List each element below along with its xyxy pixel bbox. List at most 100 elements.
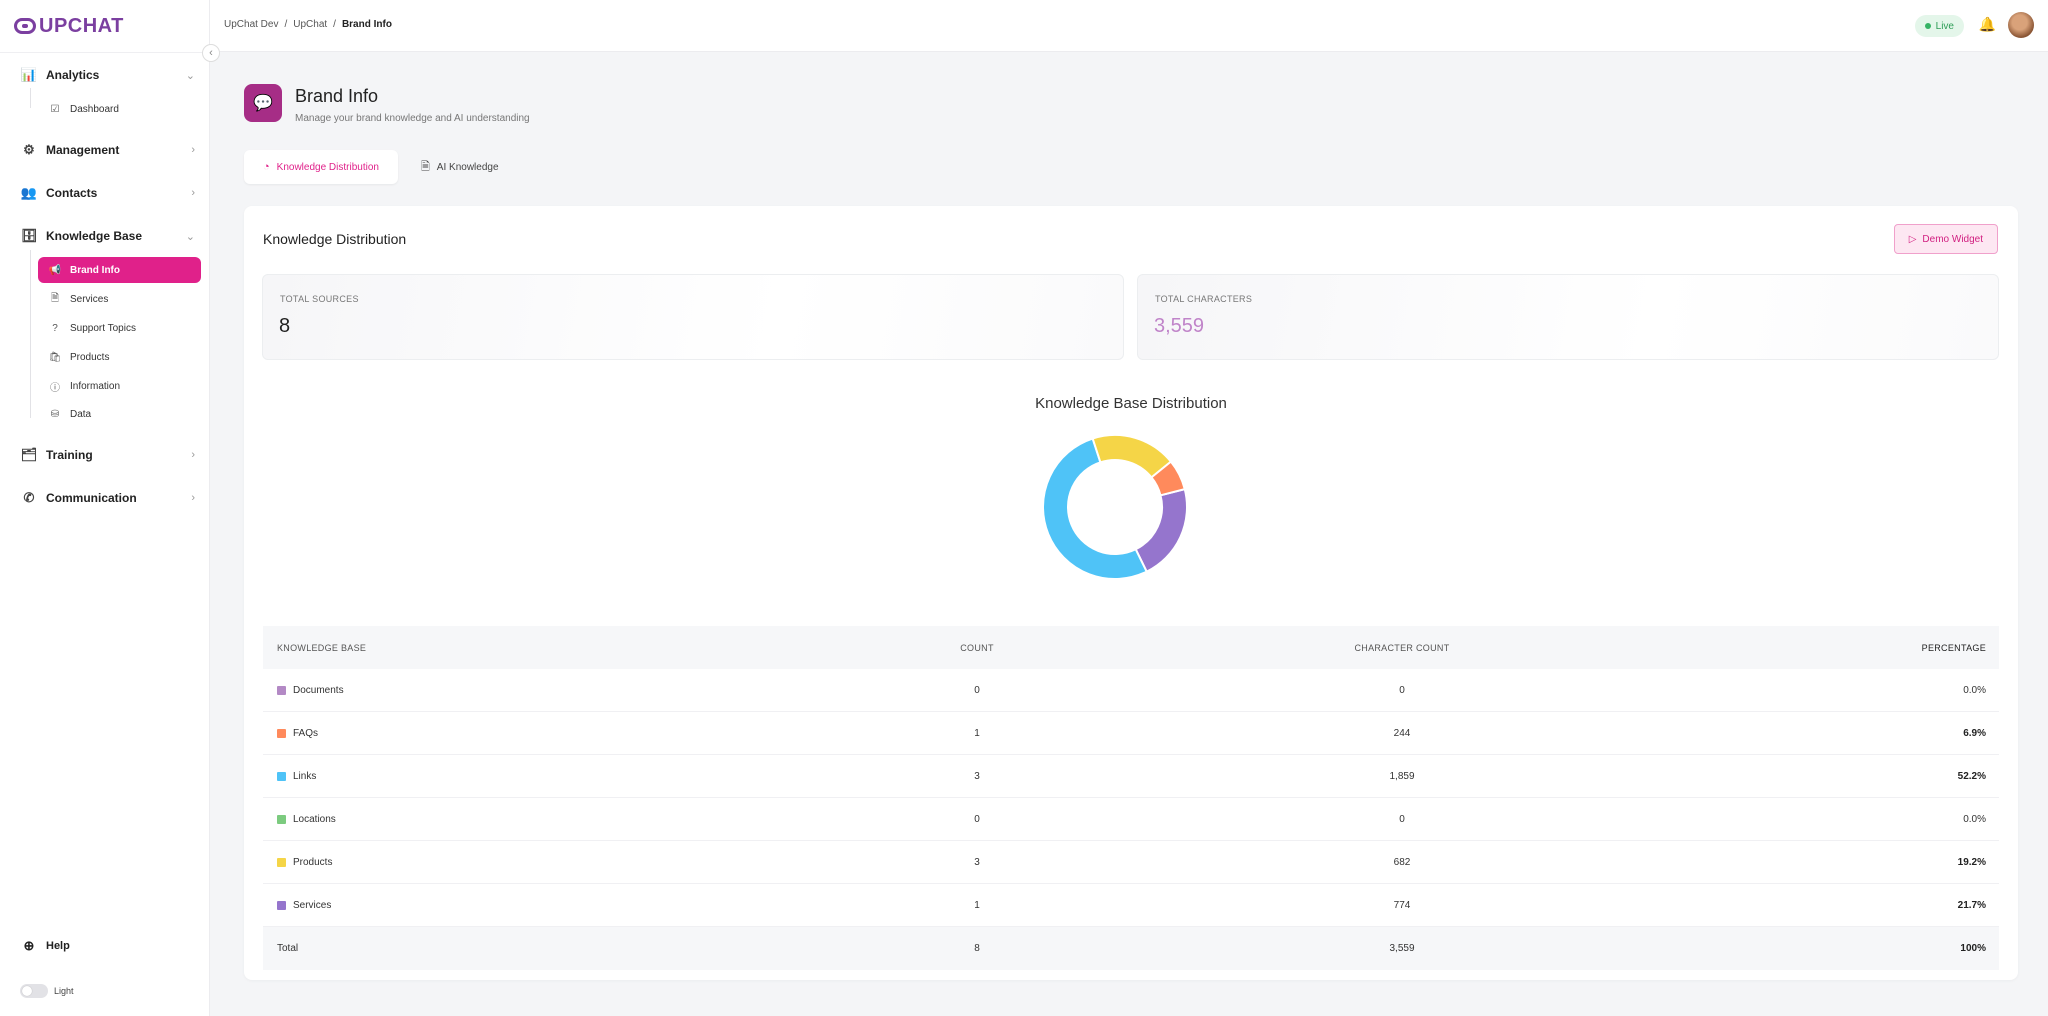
collapse-sidebar-button[interactable]: ‹ — [202, 44, 220, 62]
row-count: 3 — [974, 856, 980, 868]
chart-title: Knowledge Base Distribution — [1035, 395, 1227, 412]
legend-swatch — [277, 900, 286, 910]
demo-widget-button[interactable]: ▷ Demo Widget — [1893, 224, 1998, 254]
pie-chart-icon: ◔ — [263, 161, 270, 173]
donut-slice-links[interactable] — [1041, 437, 1149, 580]
donut-chart — [1041, 434, 1188, 580]
total-count: 8 — [974, 943, 980, 954]
sidebar-item-label: Services — [70, 293, 109, 305]
help-circle-icon: ? — [52, 322, 58, 334]
sub-tree-line — [30, 88, 31, 108]
chevron-right-icon: › — [191, 449, 195, 461]
row-name-cell: Documents — [277, 685, 877, 696]
page-title: Brand Info — [295, 86, 379, 106]
stat-label: TOTAL SOURCES — [280, 294, 359, 304]
bag-icon: 🛍 — [48, 351, 62, 363]
sidebar-section-label: Contacts — [46, 186, 98, 200]
phone-icon: ✆ — [23, 490, 35, 505]
tab-label: Knowledge Distribution — [276, 161, 379, 173]
row-chars: 0 — [1399, 813, 1405, 825]
megaphone-icon: 📢 — [48, 264, 62, 276]
sidebar-section-contacts[interactable]: 👥 Contacts › — [20, 181, 195, 205]
total-name: Total — [277, 943, 299, 954]
legend-swatch — [277, 771, 286, 781]
tab-ai-knowledge[interactable]: 🗎 AI Knowledge — [402, 150, 518, 184]
breadcrumb-item[interactable]: UpChat Dev — [224, 19, 279, 30]
avatar[interactable] — [2008, 12, 2034, 38]
training-icon: 🗂 — [20, 447, 38, 462]
stat-label: TOTAL CHARACTERS — [1155, 294, 1253, 304]
cylinder-icon: ⛁ — [50, 408, 60, 420]
sidebar-item-brand-info[interactable]: 📢 Brand Info — [38, 257, 201, 283]
row-name-cell: Links — [277, 771, 877, 782]
live-dot-icon — [1924, 23, 1931, 29]
row-name: Documents — [293, 684, 344, 696]
donut-slice-services[interactable] — [1134, 487, 1188, 573]
breadcrumb-current: Brand Info — [341, 19, 392, 30]
breadcrumb-separator: / — [284, 19, 288, 30]
sidebar-item-label: Products — [70, 351, 110, 363]
table-total-row: Total 8 3,559 100% — [263, 927, 1999, 970]
row-chars: 682 — [1393, 856, 1411, 868]
globe-icon: ⊕ — [23, 938, 35, 953]
bar-chart-icon: 📊 — [20, 67, 38, 82]
demo-widget-label: Demo Widget — [1922, 233, 1983, 245]
row-chars: 0 — [1399, 684, 1405, 696]
table-row: Documents 0 0 0.0% — [263, 669, 1999, 712]
sidebar-item-label: Brand Info — [70, 264, 120, 276]
theme-label: Light — [54, 986, 74, 996]
sidebar-section-analytics[interactable]: 📊 Analytics ⌄ — [20, 63, 195, 87]
file-icon: 🗎 — [50, 292, 60, 304]
chat-icon: 💬 — [244, 84, 282, 122]
sidebar-item-products[interactable]: 🛍 Products — [38, 344, 201, 370]
total-characters-stat: TOTAL CHARACTERS 3,559 — [1137, 274, 1999, 360]
row-pct: 19.2% — [1957, 856, 1986, 868]
sidebar-section-management[interactable]: ⚙ Management › — [20, 138, 195, 162]
column-header: CHARACTER COUNT — [1354, 642, 1450, 653]
sidebar-item-label: Dashboard — [70, 103, 119, 115]
stat-value: 3,559 — [1154, 315, 1205, 337]
topbar: UpChat Dev / UpChat / Brand Info Live 🔔 — [210, 0, 2048, 52]
chevron-down-icon: ⌄ — [185, 230, 195, 243]
sidebar-section-training[interactable]: 🗂 Training › — [20, 443, 195, 467]
breadcrumb-item[interactable]: UpChat — [293, 19, 328, 30]
tab-knowledge-distribution[interactable]: ◔ Knowledge Distribution — [244, 150, 398, 184]
live-status-badge[interactable]: Live — [1914, 15, 1964, 37]
sidebar-item-information[interactable]: ⓘ Information — [38, 373, 201, 399]
settings-icon: ⚙ — [23, 142, 35, 157]
row-name: FAQs — [293, 727, 319, 739]
row-count: 1 — [974, 727, 980, 739]
dashboard-icon: ☑ — [50, 103, 60, 115]
row-pct: 6.9% — [1963, 727, 1986, 739]
total-pct: 100% — [1960, 943, 1986, 954]
legend-swatch — [277, 685, 286, 695]
logo-mark-icon — [14, 18, 36, 34]
sidebar-item-dashboard[interactable]: ☑ Dashboard — [38, 96, 201, 122]
table-header-row: KNOWLEDGE BASE COUNT CHARACTER COUNT PER… — [263, 626, 1999, 669]
help-link[interactable]: ⊕ Help — [20, 938, 70, 954]
toggle-switch[interactable] — [20, 984, 48, 998]
upchat-logo[interactable]: UPCHAT — [14, 14, 124, 38]
row-name-cell: Products — [277, 857, 877, 868]
row-name-cell: FAQs — [277, 728, 877, 739]
sidebar-item-data[interactable]: ⛁ Data — [38, 401, 201, 427]
breadcrumb: UpChat Dev / UpChat / Brand Info — [224, 19, 392, 30]
sidebar-item-support-topics[interactable]: ? Support Topics — [38, 315, 201, 341]
legend-swatch — [277, 857, 286, 867]
row-count: 1 — [974, 899, 980, 911]
sub-tree-line — [30, 250, 31, 418]
sidebar-section-label: Management — [46, 143, 120, 157]
row-name: Locations — [293, 813, 336, 825]
sidebar-section-knowledge-base[interactable]: 🗄 Knowledge Base ⌄ — [20, 224, 195, 248]
row-count: 3 — [974, 770, 980, 782]
bell-icon[interactable]: 🔔 — [1978, 16, 1996, 32]
row-chars: 774 — [1393, 899, 1411, 911]
legend-swatch — [277, 814, 286, 824]
tab-bar: ◔ Knowledge Distribution 🗎 AI Knowledge — [244, 150, 518, 184]
sidebar-section-communication[interactable]: ✆ Communication › — [20, 486, 195, 510]
theme-toggle[interactable]: Light — [20, 984, 74, 998]
row-name-cell: Locations — [277, 814, 877, 825]
card-title: Knowledge Distribution — [263, 231, 407, 247]
donut-slice-faqs[interactable] — [1150, 460, 1186, 497]
sidebar-item-services[interactable]: 🗎 Services — [38, 286, 201, 312]
